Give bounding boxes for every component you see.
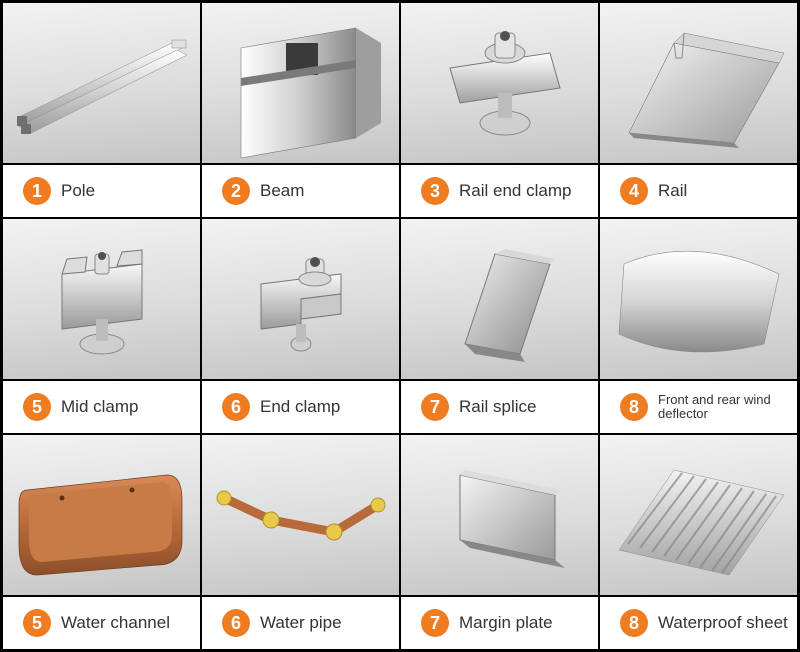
- part-label: Margin plate: [459, 613, 553, 633]
- part-image-margin-plate: [400, 434, 599, 596]
- part-label: End clamp: [260, 397, 340, 417]
- part-label-cell: 7 Margin plate: [400, 596, 599, 650]
- part-image-wind-deflector: [599, 218, 798, 380]
- number-badge: 5: [23, 609, 51, 637]
- part-label-cell: 6 End clamp: [201, 380, 400, 434]
- part-image-rail-end-clamp: [400, 2, 599, 164]
- number-badge: 8: [620, 393, 648, 421]
- part-image-water-channel: [2, 434, 201, 596]
- part-image-beam: [201, 2, 400, 164]
- part-label-cell: 5 Water channel: [2, 596, 201, 650]
- part-image-waterproof-sheet: [599, 434, 798, 596]
- part-label-cell: 5 Mid clamp: [2, 380, 201, 434]
- part-label-cell: 6 Water pipe: [201, 596, 400, 650]
- number-badge: 4: [620, 177, 648, 205]
- part-label-cell: 7 Rail splice: [400, 380, 599, 434]
- part-image-pole: [2, 2, 201, 164]
- part-label-cell: 1 Pole: [2, 164, 201, 218]
- part-image-mid-clamp: [2, 218, 201, 380]
- part-label-cell: 8 Front and rear wind deflector: [599, 380, 798, 434]
- number-badge: 7: [421, 609, 449, 637]
- number-badge: 6: [222, 393, 250, 421]
- number-badge: 3: [421, 177, 449, 205]
- part-label: Rail splice: [459, 397, 536, 417]
- number-badge: 8: [620, 609, 648, 637]
- number-badge: 2: [222, 177, 250, 205]
- part-label: Rail end clamp: [459, 181, 571, 201]
- number-badge: 5: [23, 393, 51, 421]
- part-image-water-pipe: [201, 434, 400, 596]
- part-label-cell: 2 Beam: [201, 164, 400, 218]
- part-label-cell: 8 Waterproof sheet: [599, 596, 798, 650]
- part-label: Pole: [61, 181, 95, 201]
- parts-grid: 1 Pole 2 Beam 3 Rail end clamp 4 Rail: [0, 0, 800, 652]
- part-label: Water channel: [61, 613, 170, 633]
- part-label: Water pipe: [260, 613, 342, 633]
- number-badge: 6: [222, 609, 250, 637]
- number-badge: 1: [23, 177, 51, 205]
- part-label-cell: 4 Rail: [599, 164, 798, 218]
- number-badge: 7: [421, 393, 449, 421]
- part-image-rail-splice: [400, 218, 599, 380]
- part-label: Front and rear wind deflector: [658, 393, 797, 422]
- part-label: Waterproof sheet: [658, 613, 788, 633]
- part-image-rail: [599, 2, 798, 164]
- part-label: Rail: [658, 181, 687, 201]
- part-label-cell: 3 Rail end clamp: [400, 164, 599, 218]
- part-label: Mid clamp: [61, 397, 138, 417]
- part-image-end-clamp: [201, 218, 400, 380]
- part-label: Beam: [260, 181, 304, 201]
